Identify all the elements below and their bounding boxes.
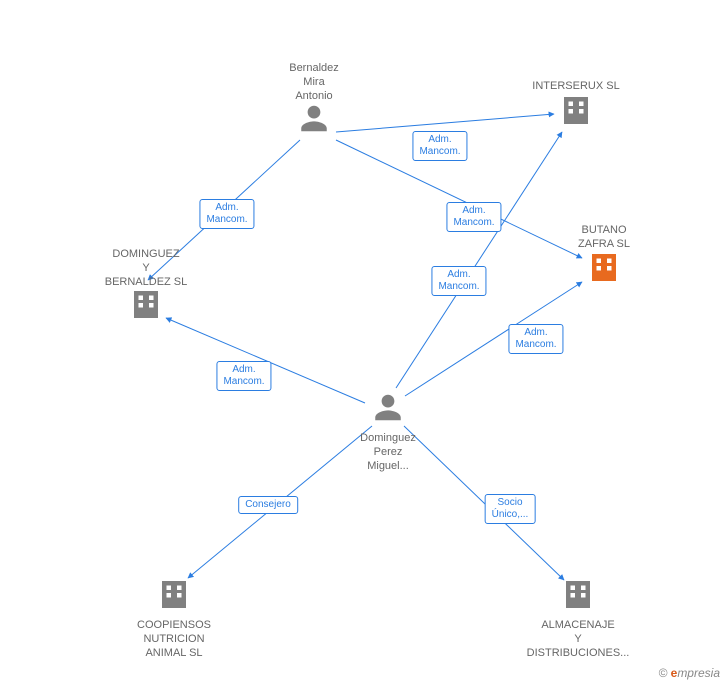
- node-label: Bernaldez Mira Antonio: [289, 62, 339, 103]
- building-icon[interactable]: [156, 577, 192, 618]
- person-icon[interactable]: [371, 391, 405, 430]
- diagram-canvas: [0, 0, 728, 685]
- edge-label: Adm. Mancom.: [431, 266, 486, 296]
- node-label: BUTANO ZAFRA SL: [578, 224, 630, 252]
- building-icon[interactable]: [560, 577, 596, 618]
- node-label: DOMINGUEZ Y BERNALDEZ SL: [105, 248, 188, 289]
- node-label: COOPIENSOS NUTRICION ANIMAL SL: [137, 619, 211, 660]
- brand-rest: mpresia: [677, 666, 720, 680]
- edge-label: Adm. Mancom.: [508, 324, 563, 354]
- copyright-symbol: ©: [658, 666, 667, 680]
- person-icon[interactable]: [297, 102, 331, 141]
- edge-label: Consejero: [238, 496, 298, 514]
- edge-label: Adm. Mancom.: [412, 131, 467, 161]
- building-icon[interactable]: [586, 250, 622, 291]
- edge-label: Adm. Mancom.: [216, 361, 271, 391]
- node-label: INTERSERUX SL: [532, 80, 619, 94]
- node-label: ALMACENAJE Y DISTRIBUCIONES...: [527, 619, 630, 660]
- copyright: © empresia: [658, 666, 720, 680]
- edge-label: Adm. Mancom.: [446, 202, 501, 232]
- building-icon[interactable]: [558, 93, 594, 134]
- edge-label: Adm. Mancom.: [199, 199, 254, 229]
- building-icon[interactable]: [128, 287, 164, 328]
- edge-label: Socio Único,...: [485, 494, 536, 524]
- node-label: Dominguez Perez Miguel...: [360, 432, 416, 473]
- edge: [336, 114, 554, 132]
